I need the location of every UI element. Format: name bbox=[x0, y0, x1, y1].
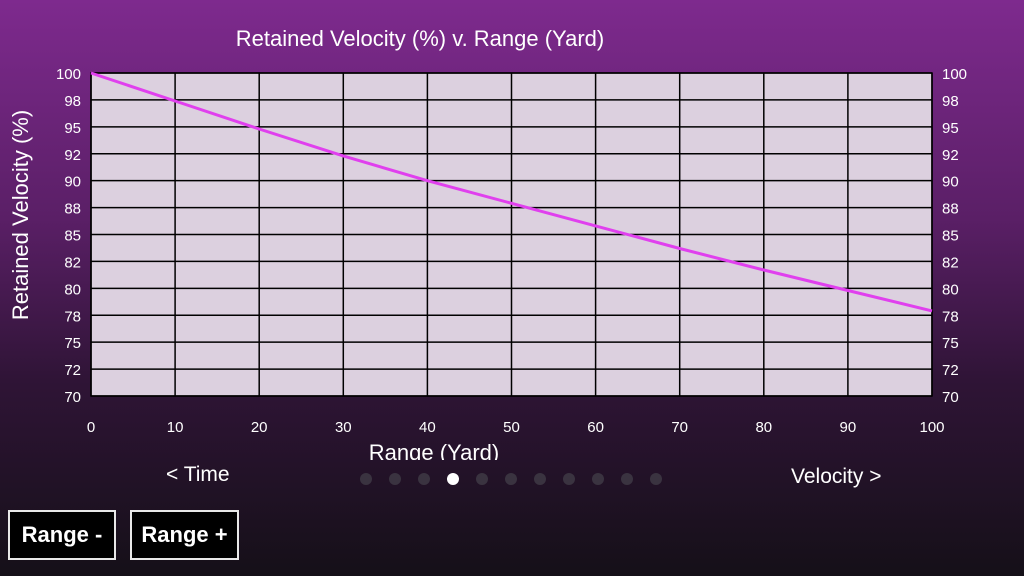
page-dot[interactable] bbox=[592, 473, 604, 485]
y-tick-label-left: 98 bbox=[64, 93, 81, 110]
page-indicator bbox=[360, 473, 662, 485]
y-tick-label-left: 78 bbox=[64, 308, 81, 325]
range-minus-button[interactable]: Range - bbox=[8, 510, 116, 560]
y-tick-label-right: 70 bbox=[942, 389, 959, 406]
page-dot-active[interactable] bbox=[447, 473, 459, 485]
y-tick-label-left: 80 bbox=[64, 281, 81, 298]
y-tick-label-left: 92 bbox=[64, 147, 81, 164]
retained-velocity-chart: Retained Velocity (%) v. Range (Yard) 10… bbox=[8, 26, 967, 460]
y-tick-label-left: 95 bbox=[64, 120, 81, 137]
y-tick-label-right: 80 bbox=[942, 281, 959, 298]
page-dot[interactable] bbox=[360, 473, 372, 485]
y-tick-label-left: 90 bbox=[64, 174, 81, 191]
y-tick-label-right: 85 bbox=[942, 228, 959, 245]
page-dot[interactable] bbox=[418, 473, 430, 485]
x-tick-label: 100 bbox=[919, 419, 944, 436]
x-tick-label: 10 bbox=[167, 419, 184, 436]
y-tick-label-left: 88 bbox=[64, 201, 81, 218]
y-tick-label-left: 75 bbox=[64, 335, 81, 352]
y-tick-label-left: 100 bbox=[56, 66, 81, 83]
x-tick-label: 80 bbox=[755, 419, 772, 436]
x-tick-label: 30 bbox=[335, 419, 352, 436]
x-tick-label: 50 bbox=[503, 419, 520, 436]
y-tick-label-right: 92 bbox=[942, 147, 959, 164]
y-tick-label-right: 90 bbox=[942, 174, 959, 191]
grid bbox=[90, 72, 933, 397]
y-tick-label-right: 72 bbox=[942, 362, 959, 379]
x-tick-label: 60 bbox=[587, 419, 604, 436]
velocity-series-line bbox=[90, 71, 933, 313]
y-tick-label-left: 85 bbox=[64, 228, 81, 245]
x-tick-label: 20 bbox=[251, 419, 268, 436]
y-tick-label-right: 75 bbox=[942, 335, 959, 352]
prev-page-link[interactable]: < Time bbox=[166, 463, 230, 486]
y-tick-label-left: 70 bbox=[64, 389, 81, 406]
plot-border bbox=[90, 72, 933, 397]
page-dot[interactable] bbox=[534, 473, 546, 485]
y-tick-label-right: 78 bbox=[942, 308, 959, 325]
y-tick-label-left: 72 bbox=[64, 362, 81, 379]
x-tick-label: 40 bbox=[419, 419, 436, 436]
x-axis-label: Range (Yard) bbox=[369, 440, 499, 460]
y-tick-label-right: 88 bbox=[942, 201, 959, 218]
page-dot[interactable] bbox=[650, 473, 662, 485]
y-tick-label-right: 98 bbox=[942, 93, 959, 110]
x-tick-label: 90 bbox=[840, 419, 857, 436]
page-dot[interactable] bbox=[389, 473, 401, 485]
x-tick-label: 0 bbox=[87, 419, 95, 436]
y-tick-label-right: 100 bbox=[942, 66, 967, 83]
y-axis-label: Retained Velocity (%) bbox=[8, 110, 33, 320]
next-page-link[interactable]: Velocity > bbox=[791, 465, 882, 488]
page-dot[interactable] bbox=[476, 473, 488, 485]
page-dot[interactable] bbox=[563, 473, 575, 485]
chart-title: Retained Velocity (%) v. Range (Yard) bbox=[236, 26, 604, 51]
page-dot[interactable] bbox=[505, 473, 517, 485]
y-tick-label-right: 95 bbox=[942, 120, 959, 137]
x-tick-label: 70 bbox=[671, 419, 688, 436]
y-tick-label-left: 82 bbox=[64, 254, 81, 271]
range-plus-button[interactable]: Range + bbox=[130, 510, 239, 560]
page-dot[interactable] bbox=[621, 473, 633, 485]
y-tick-label-right: 82 bbox=[942, 254, 959, 271]
